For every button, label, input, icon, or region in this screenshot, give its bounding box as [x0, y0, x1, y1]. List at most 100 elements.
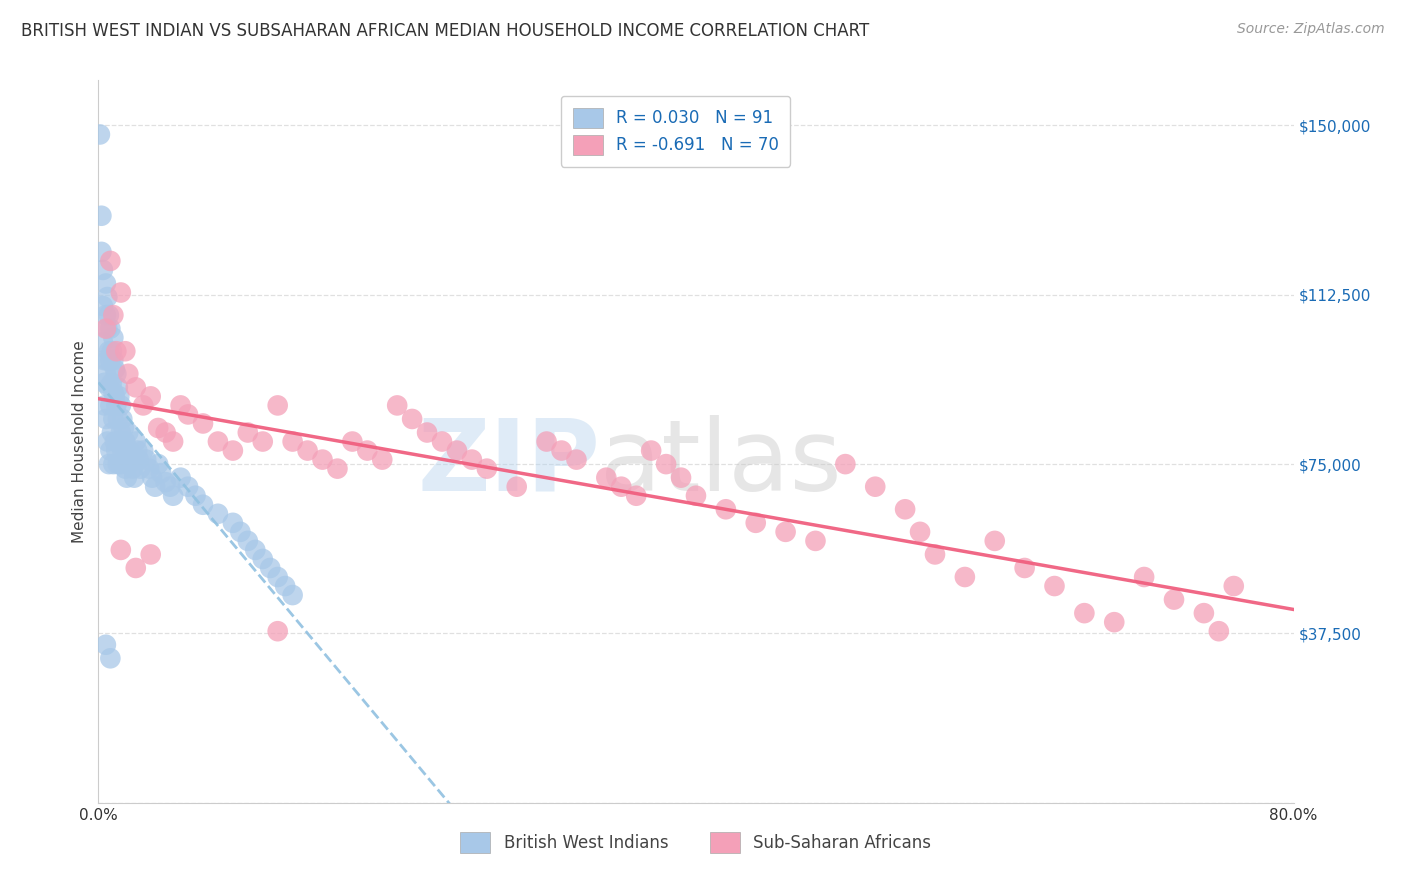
Y-axis label: Median Household Income: Median Household Income — [72, 340, 87, 543]
Point — [98, 651, 122, 665]
Point — [124, 470, 146, 484]
Text: ZIP: ZIP — [418, 415, 600, 512]
Point — [101, 376, 124, 390]
Point — [107, 380, 129, 394]
Point — [1133, 570, 1156, 584]
Point — [775, 524, 797, 539]
Point — [97, 457, 120, 471]
Point — [953, 570, 976, 584]
Point — [114, 461, 136, 475]
Point — [1043, 579, 1066, 593]
Point — [461, 452, 484, 467]
Point — [245, 542, 267, 557]
Point — [110, 425, 132, 440]
Point — [91, 335, 114, 350]
Point — [162, 434, 184, 449]
Point — [1014, 561, 1036, 575]
Point — [117, 457, 139, 471]
Point — [148, 457, 170, 471]
Point — [103, 331, 125, 345]
Point — [865, 480, 887, 494]
Point — [207, 507, 229, 521]
Point — [121, 461, 143, 475]
Point — [138, 461, 160, 475]
Point — [804, 533, 827, 548]
Point — [94, 367, 117, 381]
Point — [125, 561, 148, 575]
Point — [252, 434, 274, 449]
Point — [114, 344, 136, 359]
Point — [117, 367, 139, 381]
Point — [132, 443, 155, 458]
Point — [252, 552, 274, 566]
Point — [640, 443, 662, 458]
Point — [96, 290, 118, 304]
Point — [281, 434, 304, 449]
Point — [90, 209, 112, 223]
Point — [1073, 606, 1095, 620]
Point — [107, 457, 129, 471]
Point — [132, 398, 155, 412]
Point — [105, 443, 128, 458]
Point — [111, 443, 134, 458]
Point — [155, 475, 177, 490]
Point — [267, 570, 290, 584]
Point — [103, 353, 125, 368]
Point — [93, 376, 115, 390]
Point — [117, 425, 139, 440]
Point — [104, 362, 127, 376]
Point — [104, 434, 127, 449]
Point — [96, 353, 118, 368]
Point — [685, 489, 707, 503]
Point — [184, 489, 207, 503]
Point — [1208, 624, 1230, 639]
Point — [148, 421, 170, 435]
Point — [110, 398, 132, 412]
Point — [162, 489, 184, 503]
Point — [97, 344, 120, 359]
Point — [141, 470, 163, 484]
Point — [1192, 606, 1215, 620]
Point — [108, 434, 131, 449]
Point — [112, 421, 135, 435]
Point — [104, 389, 127, 403]
Point — [143, 480, 166, 494]
Point — [655, 457, 678, 471]
Point — [267, 624, 290, 639]
Point — [101, 425, 124, 440]
Point — [115, 470, 138, 484]
Point — [342, 434, 364, 449]
Point — [103, 308, 125, 322]
Point — [207, 434, 229, 449]
Point — [155, 425, 177, 440]
Point — [110, 457, 132, 471]
Point — [385, 398, 409, 412]
Point — [105, 344, 128, 359]
Point — [89, 128, 111, 142]
Point — [112, 452, 135, 467]
Point — [259, 561, 281, 575]
Point — [98, 443, 122, 458]
Point — [326, 461, 349, 475]
Point — [550, 443, 572, 458]
Point — [229, 524, 252, 539]
Point — [94, 638, 117, 652]
Text: BRITISH WEST INDIAN VS SUBSAHARAN AFRICAN MEDIAN HOUSEHOLD INCOME CORRELATION CH: BRITISH WEST INDIAN VS SUBSAHARAN AFRICA… — [21, 22, 869, 40]
Point — [98, 353, 122, 368]
Point — [150, 466, 173, 480]
Point — [924, 548, 946, 562]
Point — [177, 480, 200, 494]
Point — [714, 502, 737, 516]
Point — [894, 502, 917, 516]
Point — [94, 321, 117, 335]
Point — [159, 480, 181, 494]
Point — [626, 489, 648, 503]
Point — [127, 443, 149, 458]
Point — [98, 253, 122, 268]
Point — [139, 548, 162, 562]
Point — [111, 412, 134, 426]
Point — [128, 452, 150, 467]
Point — [105, 398, 128, 412]
Point — [96, 321, 118, 335]
Point — [297, 443, 319, 458]
